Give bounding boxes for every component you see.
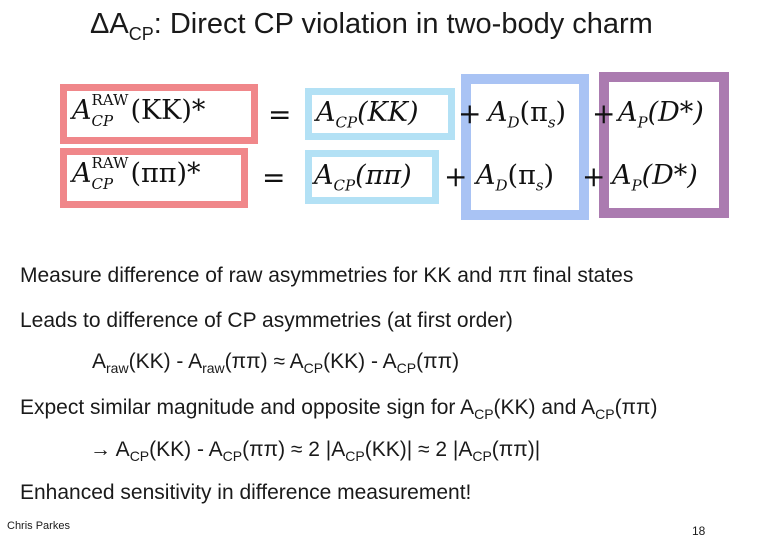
ad-arg-sub-row1: s xyxy=(547,113,556,132)
b4-sub1: CP xyxy=(474,406,494,422)
b5-part4: (KK)| ≈ 2 |A xyxy=(364,438,473,461)
ap-base-row2: A xyxy=(612,160,632,191)
b5-sub3: CP xyxy=(345,448,365,464)
b3-sub4: CP xyxy=(396,360,417,376)
equals-row1: = xyxy=(268,98,292,131)
bullet-implication: → ACP(KK) - ACP(ππ) ≈ 2 |ACP(KK)| ≈ 2 |A… xyxy=(90,438,540,464)
acp-term-row1: ACP(KK) xyxy=(316,97,419,131)
bullet-enhanced-sensitivity: Enhanced sensitivity in difference measu… xyxy=(20,481,472,504)
ad-arg-end-row1: ) xyxy=(555,97,567,128)
plus2-row1: + xyxy=(592,97,616,130)
b3-part4: (KK) - A xyxy=(323,350,397,373)
plus2-row2: + xyxy=(582,160,606,193)
page-number: 18 xyxy=(692,524,706,538)
plus1-row1: + xyxy=(458,97,482,130)
b4-part2: (KK) and A xyxy=(493,396,596,419)
lhs-sub-row2: CP xyxy=(91,174,114,193)
ap-arg-row1: (D*) xyxy=(647,97,704,128)
acp-sub-row2: CP xyxy=(333,176,356,195)
b4-part1: Expect similar magnitude and opposite si… xyxy=(20,396,475,419)
lhs-box-row1 xyxy=(60,84,258,144)
lhs-scripts-row1: RAW CP xyxy=(91,92,129,130)
ad-term-row2: AD(πs) xyxy=(476,160,554,194)
lhs-box-row2 xyxy=(60,148,248,208)
ap-box xyxy=(599,72,729,218)
lhs-base-row1: A xyxy=(72,95,92,126)
lhs-term-row2: A RAW CP (ππ)* xyxy=(72,155,201,193)
lhs-scripts-row2: RAW CP xyxy=(91,155,129,193)
b3-part5: (ππ) xyxy=(416,350,460,373)
acp-arg-row2: (ππ) xyxy=(355,160,412,191)
acp-term-row2: ACP(ππ) xyxy=(314,160,412,194)
ap-base-row1: A xyxy=(618,97,638,128)
b3-sub3: CP xyxy=(303,360,324,376)
ap-term-row2: AP(D*) xyxy=(612,160,698,194)
slide-title: ΔACP: Direct CP violation in two-body ch… xyxy=(90,8,653,45)
b4-part3: (ππ) xyxy=(614,396,658,419)
b3-part1: A xyxy=(92,350,107,373)
ad-base-row2: A xyxy=(476,160,496,191)
b3-sub2: raw xyxy=(202,360,225,376)
bullet-leads-to: Leads to difference of CP asymmetries (a… xyxy=(20,309,513,332)
acp-arg-row1: (KK) xyxy=(357,97,419,128)
equals-row2: = xyxy=(262,161,286,194)
b5-sub2: CP xyxy=(222,448,243,464)
ap-sub-row2: P xyxy=(631,176,642,195)
lhs-arg-row1: (KK)* xyxy=(130,95,206,126)
plus1-row2: + xyxy=(444,160,468,193)
b4-sub2: CP xyxy=(595,406,615,422)
lhs-sup-row2: RAW xyxy=(91,153,129,172)
ap-term-row1: AP(D*) xyxy=(618,97,704,131)
acp-base-row1: A xyxy=(316,97,336,128)
b5-part2: (KK) - A xyxy=(149,438,223,461)
lhs-term-row1: A RAW CP (KK)* xyxy=(72,92,206,130)
title-subscript: CP xyxy=(128,24,154,44)
ad-term-row1: AD(πs) xyxy=(488,97,566,131)
lhs-base-row2: A xyxy=(72,158,92,189)
ad-arg-row1: (π xyxy=(519,97,548,128)
ad-base-row1: A xyxy=(488,97,508,128)
bullet-expect-similar: Expect similar magnitude and opposite si… xyxy=(20,396,658,422)
title-prefix: ΔA xyxy=(90,8,129,40)
bullet-araw-relation: Araw(KK) - Araw(ππ) ≈ ACP(KK) - ACP(ππ) xyxy=(92,350,459,376)
title-rest: : Direct CP violation in two-body charm xyxy=(153,8,653,40)
b3-part3: (ππ) ≈ A xyxy=(224,350,304,373)
lhs-arg-row2: (ππ)* xyxy=(130,158,201,189)
ap-arg-row2: (D*) xyxy=(641,160,698,191)
ad-box xyxy=(461,74,589,220)
b5-part3: (ππ) ≈ 2 |A xyxy=(242,438,346,461)
b3-part2: (KK) - A xyxy=(128,350,203,373)
acp-box-row2 xyxy=(305,150,439,204)
footer-author: Chris Parkes xyxy=(7,520,70,532)
lhs-sub-row1: CP xyxy=(91,111,114,130)
acp-base-row2: A xyxy=(314,160,334,191)
ad-sub-row2: D xyxy=(495,176,508,195)
ap-sub-row1: P xyxy=(637,113,648,132)
ad-arg-end-row2: ) xyxy=(543,160,555,191)
ad-arg-row2: (π xyxy=(507,160,536,191)
b5-sub1: CP xyxy=(129,448,150,464)
b5-part1: → A xyxy=(90,438,130,461)
b3-sub1: raw xyxy=(106,360,129,376)
acp-sub-row1: CP xyxy=(335,113,358,132)
b5-sub4: CP xyxy=(472,448,492,464)
ad-sub-row1: D xyxy=(507,113,520,132)
bullet-measure-difference: Measure difference of raw asymmetries fo… xyxy=(20,264,634,287)
lhs-sup-row1: RAW xyxy=(91,90,129,109)
b5-part5: (ππ)| xyxy=(491,438,541,461)
acp-box-row1 xyxy=(305,88,455,140)
ad-arg-sub-row2: s xyxy=(535,176,544,195)
